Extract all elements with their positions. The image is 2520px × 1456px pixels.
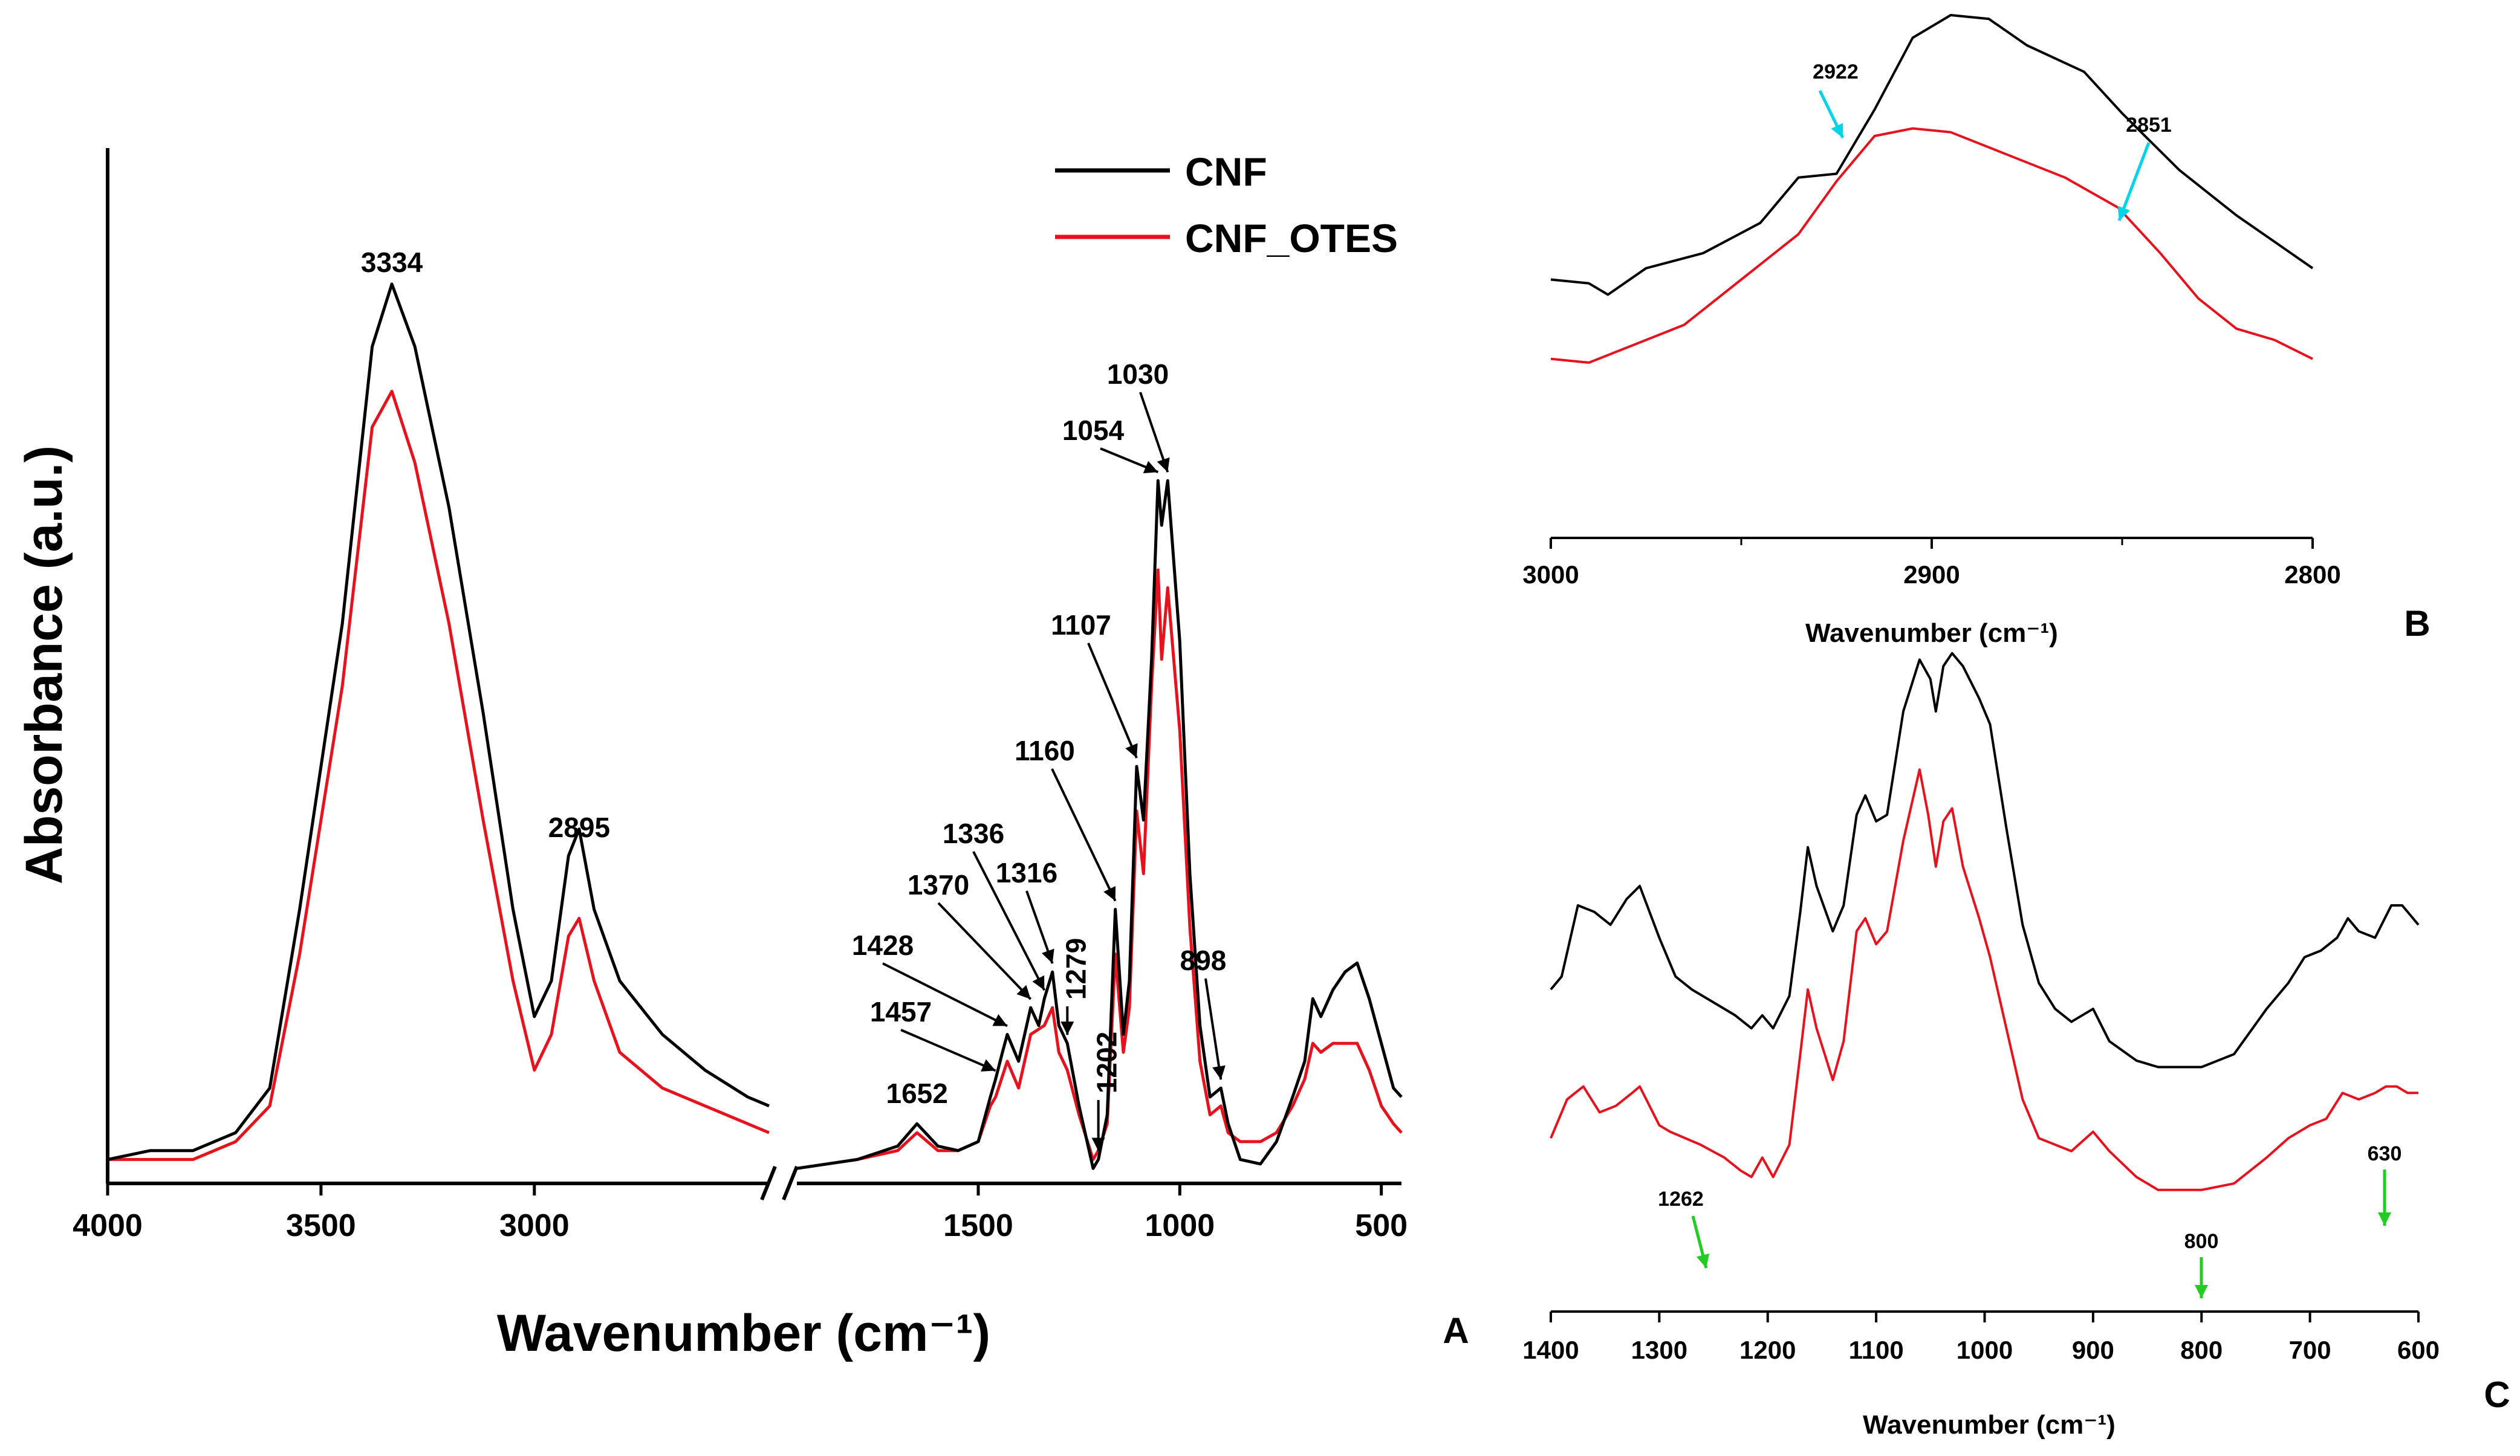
peak-label-3334: 3334 bbox=[361, 247, 423, 278]
panel-a: 4000 3500 3000 1500 1000 500 3334 2895 1652 1457… bbox=[15, 148, 1469, 1362]
inset-c-arrowhead-1262 bbox=[1696, 1253, 1710, 1268]
peak-label-1160: 1160 bbox=[1015, 735, 1075, 766]
peak-arrow-1030 bbox=[1139, 392, 1169, 473]
x-tick-label: 4000 bbox=[73, 1208, 143, 1243]
x-tick-label: 1100 bbox=[1849, 1336, 1904, 1364]
peak-label-1279: 1279 bbox=[1060, 938, 1091, 1000]
peak-label-1202: 1202 bbox=[1091, 1032, 1123, 1093]
peak-label-898: 898 bbox=[1180, 945, 1227, 976]
peak-label-1316: 1316 bbox=[996, 857, 1057, 888]
peak-arrow-1428 bbox=[882, 962, 1008, 1027]
peak-arrow-1370 bbox=[937, 902, 1032, 1000]
x-tick-label: 3500 bbox=[286, 1208, 356, 1243]
peak-arrowhead-1428 bbox=[992, 1014, 1007, 1026]
x-tick-label: 600 bbox=[2397, 1336, 2440, 1364]
peak-arrow-1457 bbox=[900, 1029, 996, 1072]
x-tick-label: 800 bbox=[2180, 1336, 2223, 1364]
inset-c-arrowhead-800 bbox=[2195, 1285, 2208, 1298]
peak-label-1428: 1428 bbox=[852, 930, 914, 961]
x-tick-label: 2900 bbox=[1903, 560, 1960, 589]
x-tick-label: 1400 bbox=[1522, 1336, 1579, 1364]
peak-arrow-1336 bbox=[972, 851, 1046, 991]
inset-b-arrowhead-2922 bbox=[1831, 123, 1843, 138]
panel-a-y-axis-title: Absorbance (a.u.) bbox=[15, 445, 73, 884]
series-cnf-left bbox=[107, 282, 770, 1161]
legend-label-cnf-otes: CNF_OTES bbox=[1185, 216, 1398, 260]
x-tick-label: 1300 bbox=[1631, 1336, 1687, 1364]
inset-b-arrowhead-2851 bbox=[2117, 205, 2131, 221]
peak-label-1030: 1030 bbox=[1107, 358, 1169, 390]
panel-label-b: B bbox=[2404, 603, 2430, 644]
peak-arrowhead-1370 bbox=[1016, 985, 1031, 1000]
peak-arrow-898 bbox=[1204, 978, 1223, 1080]
series-cnf-otes-right bbox=[796, 568, 1403, 1170]
peak-arrowhead-1316 bbox=[1041, 948, 1054, 964]
inset-b-series-cnf-otes bbox=[1550, 127, 2313, 364]
inset-b-series-cnf bbox=[1550, 14, 2314, 296]
panel-a-x-axis-title: Wavenumber (cm⁻¹) bbox=[497, 1304, 990, 1362]
legend: CNF CNF_OTES bbox=[1055, 149, 1398, 260]
peak-arrowhead-1279 bbox=[1060, 1021, 1074, 1035]
panel-label-c: C bbox=[2484, 1374, 2510, 1415]
x-tick-label: 2800 bbox=[2284, 560, 2340, 589]
peak-label-2895: 2895 bbox=[548, 812, 610, 843]
inset-c-peak-label-630: 630 bbox=[2368, 1142, 2402, 1165]
inset-c-arrowhead-630 bbox=[2378, 1212, 2391, 1226]
x-tick-label: 500 bbox=[1355, 1208, 1408, 1243]
x-tick-label: 1200 bbox=[1739, 1336, 1796, 1364]
peak-arrowhead-1030 bbox=[1157, 457, 1170, 473]
panel-c-x-axis-title: Wavenumber (cm⁻¹) bbox=[1863, 1410, 2116, 1440]
x-tick-label: 3000 bbox=[1522, 560, 1579, 589]
peak-arrowhead-898 bbox=[1212, 1065, 1226, 1080]
peak-label-1652: 1652 bbox=[886, 1078, 947, 1109]
axis-break-mark-1 bbox=[760, 1165, 777, 1201]
peak-label-1336: 1336 bbox=[943, 818, 1004, 849]
inset-b-arrow-2851 bbox=[2117, 142, 2151, 221]
series-cnf-right bbox=[796, 479, 1403, 1170]
peak-arrowhead-1160 bbox=[1103, 886, 1116, 901]
inset-b-peak-label-2922: 2922 bbox=[1813, 60, 1859, 83]
panel-b-x-axis-title: Wavenumber (cm⁻¹) bbox=[1805, 618, 2058, 648]
inset-c-series-cnf-otes bbox=[1550, 768, 2418, 1191]
inset-b-peak-label-2851: 2851 bbox=[2126, 114, 2172, 137]
inset-c-peak-label-1262: 1262 bbox=[1658, 1188, 1704, 1211]
peak-arrow-1107 bbox=[1087, 642, 1138, 759]
peak-label-1457: 1457 bbox=[870, 996, 932, 1027]
peak-label-1370: 1370 bbox=[908, 869, 969, 901]
x-tick-label: 3000 bbox=[499, 1208, 570, 1243]
peak-arrow-1160 bbox=[1051, 768, 1117, 902]
x-tick-label: 1000 bbox=[1145, 1208, 1215, 1243]
axis-break-mark-2 bbox=[782, 1165, 799, 1201]
x-tick-label: 700 bbox=[2289, 1336, 2331, 1364]
x-tick-label: 1500 bbox=[943, 1208, 1013, 1243]
peak-arrowhead-1107 bbox=[1125, 743, 1138, 759]
inset-c-series-cnf bbox=[1550, 652, 2420, 1069]
panel-label-a: A bbox=[1443, 1310, 1469, 1351]
peak-label-1107: 1107 bbox=[1051, 609, 1111, 641]
peak-arrowhead-1457 bbox=[981, 1059, 996, 1072]
x-tick-label: 900 bbox=[2072, 1336, 2114, 1364]
panel-c: 1400 1300 1200 1100 1000 900 800 700 600 1262 800… bbox=[1522, 652, 2510, 1440]
peak-label-1054: 1054 bbox=[1062, 415, 1125, 446]
x-tick-label: 1000 bbox=[1957, 1336, 2013, 1364]
series-cnf-otes-left bbox=[108, 389, 770, 1161]
inset-c-peak-label-800: 800 bbox=[2184, 1230, 2219, 1253]
legend-label-cnf: CNF bbox=[1185, 149, 1267, 194]
peak-arrowhead-1336 bbox=[1032, 975, 1045, 991]
peak-arrowhead-1202 bbox=[1091, 1137, 1105, 1151]
peak-arrowhead-1054 bbox=[1143, 461, 1158, 473]
